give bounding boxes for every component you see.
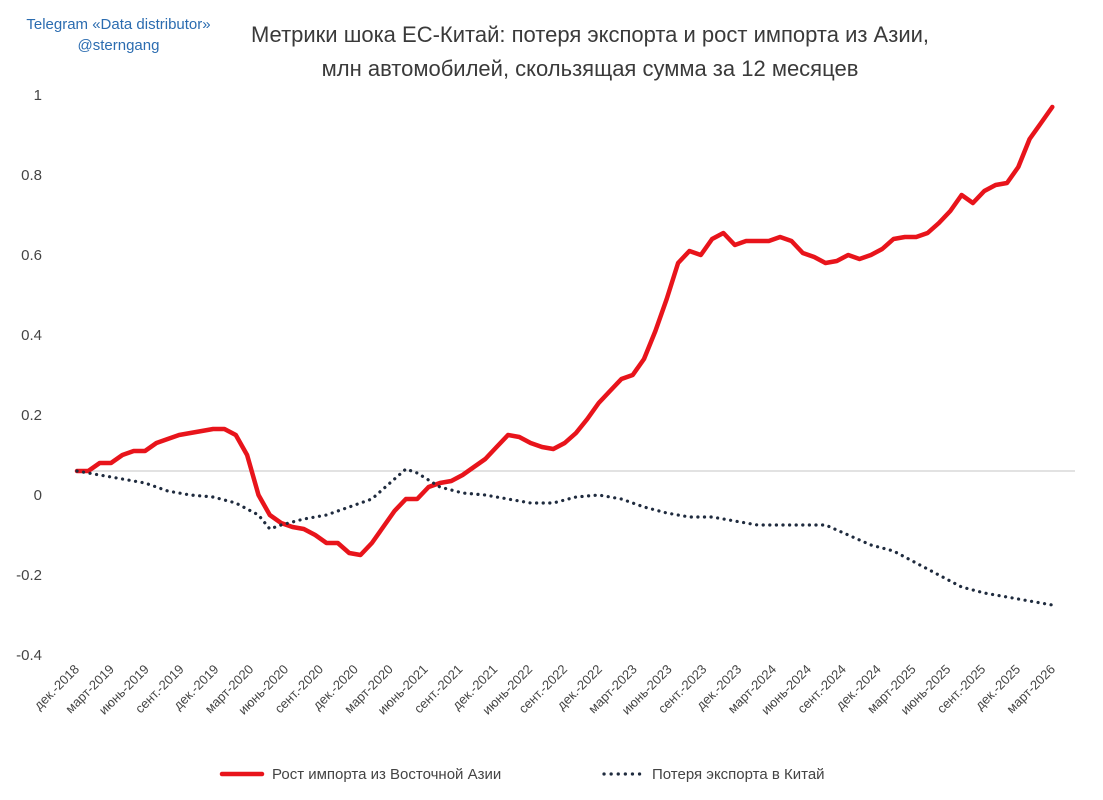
legend-label-import-growth: Рост импорта из Восточной Азии xyxy=(272,766,501,783)
watermark-line-2: @sterngang xyxy=(77,37,160,54)
chart-title-line-2: млн автомобилей, скользящая сумма за 12 … xyxy=(321,56,859,81)
y-tick-label: 0.6 xyxy=(21,247,42,264)
y-tick-label: 1 xyxy=(34,87,42,104)
series-layer xyxy=(74,104,1055,607)
series-line-export-loss xyxy=(75,467,1054,607)
watermark-line-1: Telegram «Data distributor» xyxy=(26,16,211,33)
x-axis-ticks: дек.-2018март-2019июнь-2019сент.-2019дек… xyxy=(31,662,1058,718)
legend: Рост импорта из Восточной Азии Потеря экс… xyxy=(219,766,825,783)
y-tick-label: -0.2 xyxy=(16,567,42,584)
y-tick-label: 0 xyxy=(34,487,42,504)
legend-label-export-loss: Потеря экспорта в Китай xyxy=(652,766,825,783)
series-line-import-growth xyxy=(74,104,1055,558)
y-tick-label: 0.4 xyxy=(21,327,42,344)
watermark: Telegram «Data distributor» @sterngang xyxy=(6,14,231,56)
y-tick-label: -0.4 xyxy=(16,647,42,664)
chart-title-line-1: Метрики шока ЕС-Китай: потеря экспорта и… xyxy=(250,22,930,47)
y-axis-ticks: 1 0.8 0.6 0.4 0.2 0 -0.2 -0.4 xyxy=(16,87,42,664)
chart-title: Метрики шока ЕС-Китай: потеря экспорта и… xyxy=(220,18,960,86)
y-tick-label: 0.8 xyxy=(21,167,42,184)
y-tick-label: 0.2 xyxy=(21,407,42,424)
